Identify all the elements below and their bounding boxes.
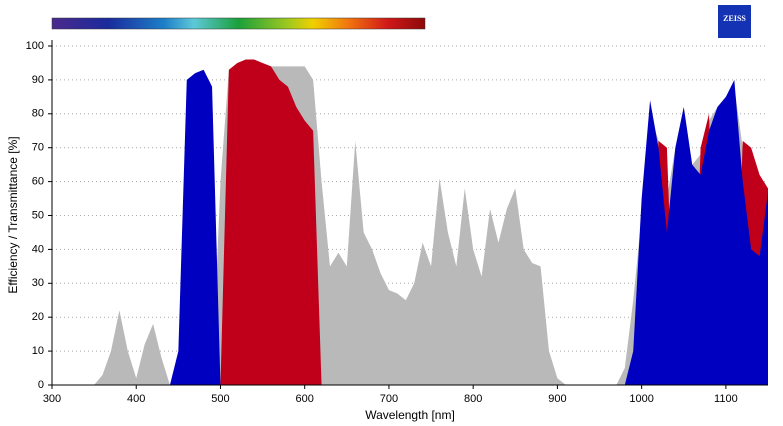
y-tick-label: 80 <box>32 108 44 120</box>
logo-box <box>718 5 751 38</box>
y-tick-label: 30 <box>32 277 44 289</box>
x-tick-label: 400 <box>127 393 145 405</box>
spectrum-bar <box>51 17 426 30</box>
x-tick-label: 1100 <box>714 393 738 405</box>
x-axis-label: Wavelength [nm] <box>365 408 455 422</box>
x-tick-label: 900 <box>548 393 566 405</box>
y-axis-label: Efficiency / Transmittance [%] <box>6 136 20 293</box>
y-tick-label: 90 <box>32 74 44 86</box>
y-tick-label: 10 <box>32 345 44 357</box>
x-tick-label: 300 <box>43 393 61 405</box>
x-tick-label: 700 <box>380 393 398 405</box>
y-tick-label: 40 <box>32 243 44 255</box>
x-tick-label: 600 <box>296 393 314 405</box>
y-tick-label: 20 <box>32 311 44 323</box>
y-tick-label: 60 <box>32 176 44 188</box>
logo-text: ZEISS <box>723 14 746 23</box>
y-tick-label: 0 <box>38 379 44 391</box>
x-tick-label: 1000 <box>629 393 653 405</box>
area <box>94 69 768 385</box>
x-tick-label: 500 <box>211 393 229 405</box>
y-tick-label: 50 <box>32 209 44 221</box>
y-tick-label: 100 <box>26 40 44 52</box>
y-tick-label: 70 <box>32 142 44 154</box>
logo: ZEISS <box>718 5 751 38</box>
area <box>94 59 768 386</box>
x-tick-label: 800 <box>464 393 482 405</box>
